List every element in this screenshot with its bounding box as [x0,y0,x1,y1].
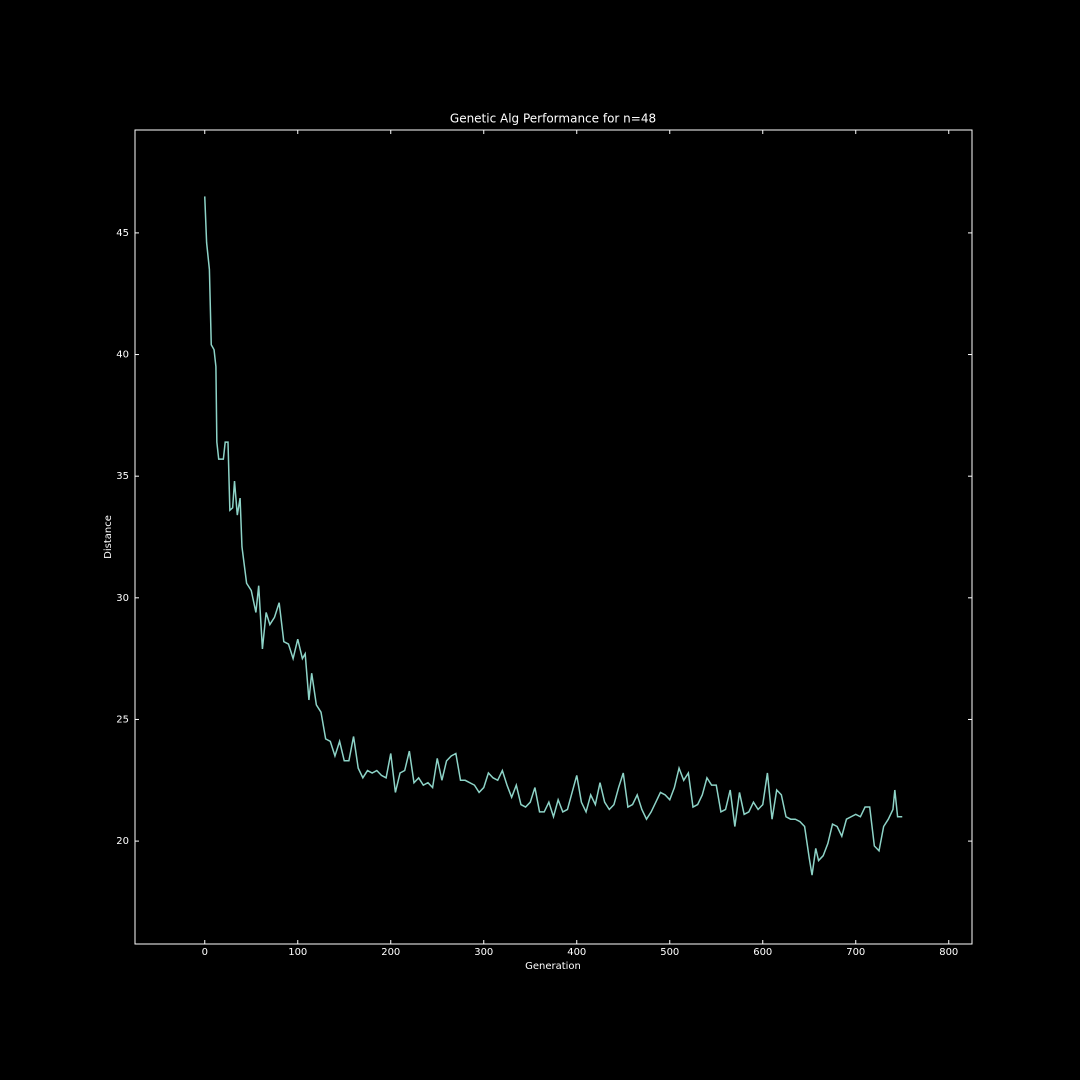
y-tick-label: 30 [116,593,129,604]
y-tick-label: 45 [116,228,129,239]
x-tick-label: 600 [753,947,772,958]
x-tick-label: 200 [381,947,400,958]
x-axis-label: Generation [525,961,581,972]
x-tick-label: 700 [846,947,865,958]
y-tick-label: 25 [116,714,129,725]
y-axis-label: Distance [103,515,114,559]
x-tick-label: 800 [939,947,958,958]
x-tick-label: 400 [567,947,586,958]
x-tick-label: 100 [288,947,307,958]
y-tick-label: 35 [116,471,129,482]
y-tick-label: 40 [116,350,129,361]
plot-frame [134,129,973,945]
x-tick-label: 500 [660,947,679,958]
x-tick-label: 300 [474,947,493,958]
chart-title: Genetic Alg Performance for n=48 [450,112,656,126]
y-tick-label: 20 [116,836,129,847]
data-line [204,196,903,876]
x-tick-label: 0 [202,947,208,958]
